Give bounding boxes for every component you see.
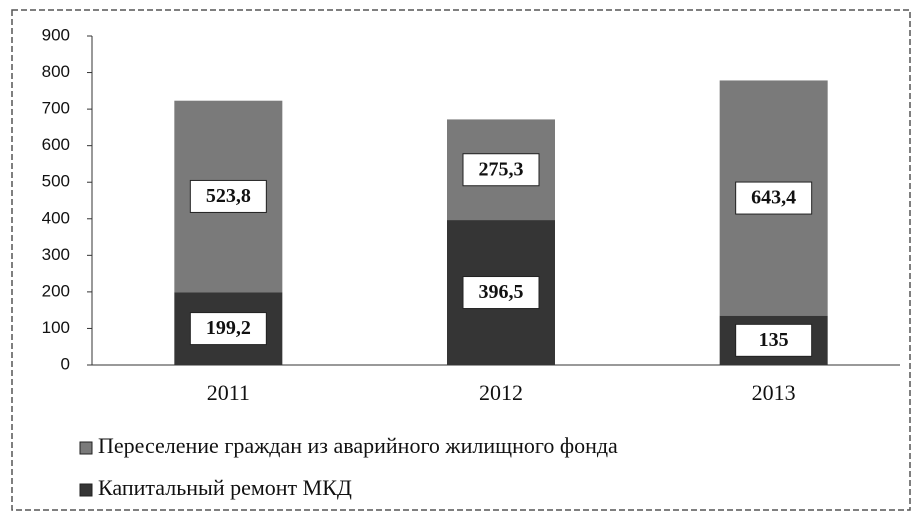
data-label-box bbox=[735, 181, 813, 215]
y-tick-label: 800 bbox=[42, 62, 70, 81]
x-tick-label: 2013 bbox=[752, 380, 796, 405]
data-label-box bbox=[462, 276, 540, 310]
data-label-box bbox=[189, 312, 267, 346]
data-label-box bbox=[462, 153, 540, 187]
data-label: 396,5 bbox=[479, 281, 524, 303]
y-tick-label: 600 bbox=[42, 135, 70, 154]
legend-label: Капитальный ремонт МКД bbox=[98, 475, 352, 500]
x-tick-label: 2011 bbox=[207, 380, 250, 405]
y-tick-label: 200 bbox=[42, 281, 70, 300]
y-tick-label: 400 bbox=[42, 208, 70, 227]
chart-frame bbox=[11, 9, 911, 511]
data-label: 199,2 bbox=[206, 317, 251, 339]
y-tick-label: 0 bbox=[61, 354, 70, 373]
legend-swatch bbox=[79, 441, 93, 455]
data-label-box bbox=[735, 323, 813, 357]
data-label: 523,8 bbox=[206, 185, 251, 207]
data-label: 275,3 bbox=[479, 158, 524, 180]
y-tick-label: 300 bbox=[42, 245, 70, 264]
y-tick-label: 500 bbox=[42, 172, 70, 191]
x-tick-label: 2012 bbox=[479, 380, 523, 405]
y-tick-label: 100 bbox=[42, 318, 70, 337]
y-tick-label: 900 bbox=[42, 25, 70, 44]
legend-label: Переселение граждан из аварийного жилищн… bbox=[98, 433, 618, 458]
data-label: 135 bbox=[759, 329, 789, 351]
y-tick-label: 700 bbox=[42, 99, 70, 118]
legend-swatch bbox=[79, 483, 93, 497]
data-label-box bbox=[189, 179, 267, 213]
data-label: 643,4 bbox=[751, 187, 796, 209]
